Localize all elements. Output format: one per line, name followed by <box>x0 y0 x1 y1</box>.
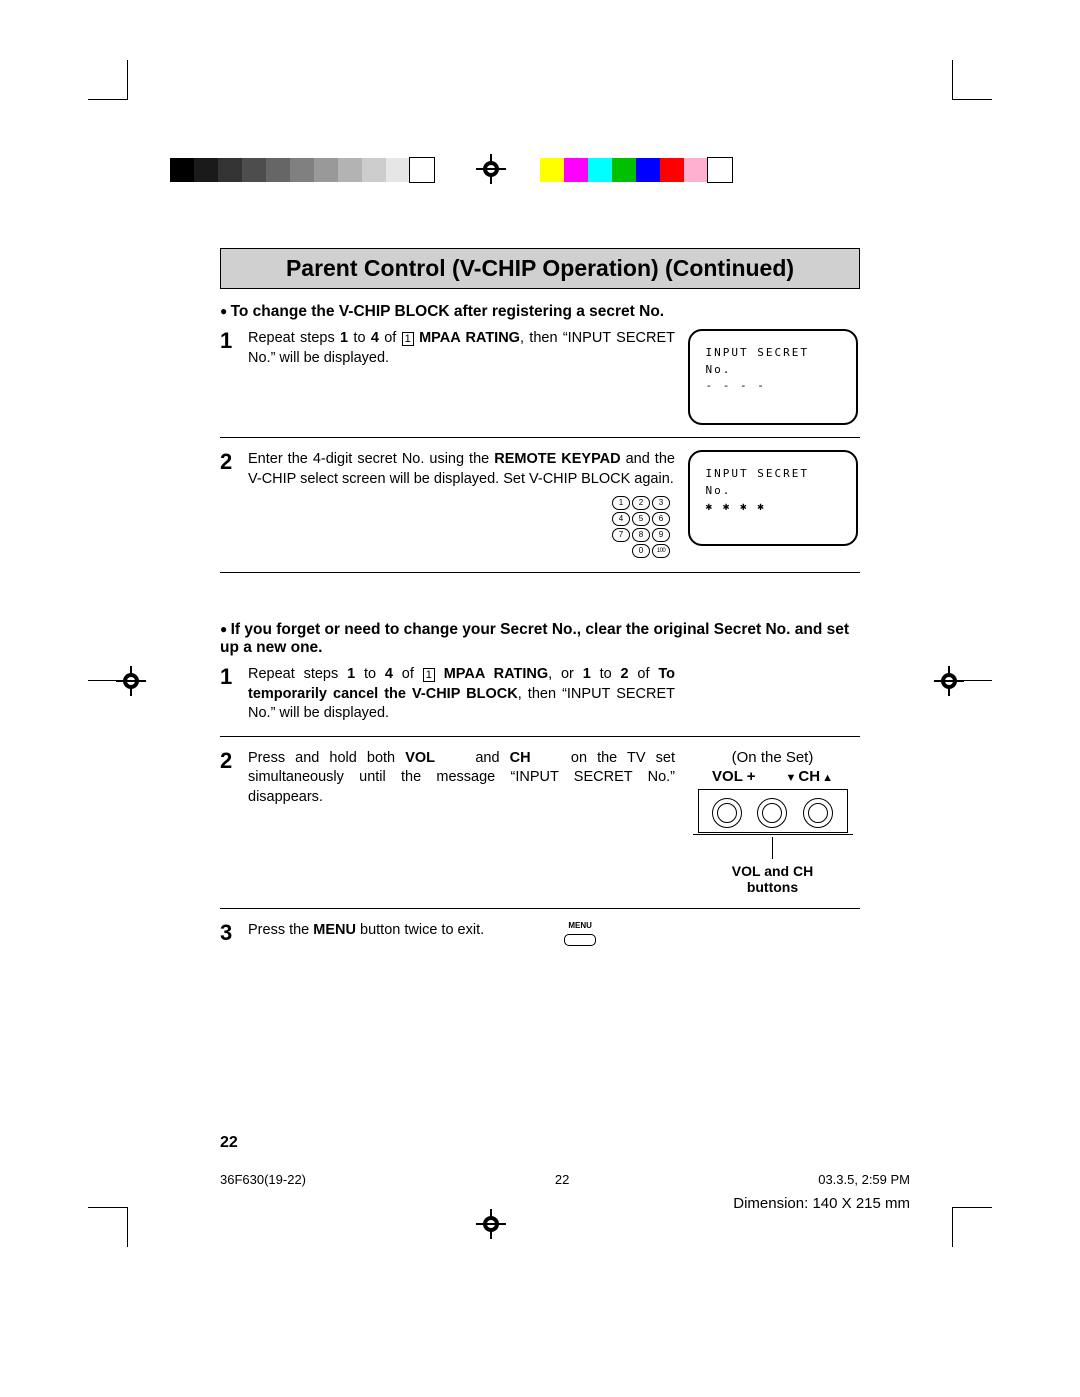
step-number: 1 <box>220 665 248 688</box>
menu-button-illustration: MENU <box>564 921 596 946</box>
colorbar-swatch <box>588 158 612 182</box>
registration-mark-icon <box>118 668 144 694</box>
keypad-key: 1 <box>612 496 630 510</box>
tv-screen-illustration: INPUT SECRET No. ✱ ✱ ✱ ✱ <box>688 450 858 546</box>
keypad-illustration: 123 456 7890100 <box>611 496 671 558</box>
colorbar-swatch <box>386 158 410 182</box>
crop-mark <box>952 1207 992 1247</box>
grayscale-colorbar <box>170 158 434 182</box>
keypad-key: 5 <box>632 512 650 526</box>
process-colorbar <box>540 158 732 182</box>
footer-line: 36F630(19-22) 22 03.3.5, 2:59 PM <box>220 1172 910 1187</box>
keypad-key: 9 <box>652 528 670 542</box>
tv-text: - - - - <box>706 378 840 395</box>
section1-step1: 1 Repeat steps 1 to 4 of 1 MPAA RATING, … <box>220 329 860 438</box>
section1-step2: 2 Enter the 4-digit secret No. using the… <box>220 450 860 573</box>
footer-page: 22 <box>555 1172 569 1187</box>
menu-button-icon <box>564 934 596 946</box>
section2-step2: 2 Press and hold both VOL and CH on the … <box>220 749 860 910</box>
colorbar-swatch <box>564 158 588 182</box>
knob-icon <box>712 798 742 828</box>
colorbar-swatch <box>612 158 636 182</box>
step-number: 2 <box>220 450 248 473</box>
registration-mark-icon <box>478 156 504 182</box>
colorbar-swatch <box>194 158 218 182</box>
menu-button-label: MENU <box>568 921 592 932</box>
footer-dimension: Dimension: 140 X 215 mm <box>733 1195 910 1212</box>
keypad-key: 4 <box>612 512 630 526</box>
colorbar-swatch <box>338 158 362 182</box>
colorbar-swatch <box>290 158 314 182</box>
tv-text: ✱ ✱ ✱ ✱ <box>706 499 840 516</box>
step-text: Press and hold both VOL and CH on the TV… <box>248 749 685 808</box>
colorbar-swatch <box>314 158 338 182</box>
colorbar-swatch <box>362 158 386 182</box>
crop-mark <box>952 60 992 100</box>
section2-step3: 3 Press the MENU button twice to exit. M… <box>220 921 860 958</box>
step-text: Enter the 4-digit secret No. using the R… <box>248 450 685 489</box>
tv-text: INPUT SECRET No. <box>706 345 840 378</box>
colorbar-swatch <box>218 158 242 182</box>
onset-label: (On the Set) <box>732 749 814 766</box>
vol-label: VOL + <box>712 768 756 785</box>
step-text: Repeat steps 1 to 4 of 1 MPAA RATING, th… <box>248 329 685 368</box>
tv-text: INPUT SECRET No. <box>706 466 840 499</box>
colorbar-swatch <box>242 158 266 182</box>
keypad-key: 7 <box>612 528 630 542</box>
registration-mark-icon <box>478 1211 504 1237</box>
content-column: Parent Control (V-CHIP Operation) (Conti… <box>220 248 860 970</box>
footer-date: 03.3.5, 2:59 PM <box>818 1172 910 1187</box>
pointer-line <box>772 837 773 859</box>
footer-file: 36F630(19-22) <box>220 1172 306 1187</box>
ch-label: CH <box>786 768 833 785</box>
colorbar-swatch <box>660 158 684 182</box>
step-number: 1 <box>220 329 248 352</box>
keypad-key: 100 <box>652 544 670 558</box>
keypad-key: 3 <box>652 496 670 510</box>
manual-page: Parent Control (V-CHIP Operation) (Conti… <box>0 0 1080 1397</box>
colorbar-swatch <box>540 158 564 182</box>
keypad-key: 2 <box>632 496 650 510</box>
section2-heading: If you forget or need to change your Sec… <box>220 621 860 657</box>
tv-screen-illustration: INPUT SECRET No. - - - - <box>688 329 858 425</box>
step-number: 3 <box>220 921 248 944</box>
registration-mark-icon <box>936 668 962 694</box>
colorbar-swatch <box>708 158 732 182</box>
step-number: 2 <box>220 749 248 772</box>
page-number: 22 <box>220 1134 238 1152</box>
crop-mark <box>88 60 128 100</box>
knob-icon <box>757 798 787 828</box>
colorbar-swatch <box>684 158 708 182</box>
colorbar-swatch <box>410 158 434 182</box>
step-text: Press the MENU button twice to exit. MEN… <box>248 921 860 946</box>
section1-heading: To change the V-CHIP BLOCK after registe… <box>220 303 860 321</box>
colorbar-swatch <box>266 158 290 182</box>
buttons-panel-icon <box>698 789 848 833</box>
keypad-key: 8 <box>632 528 650 542</box>
keypad-key: 6 <box>652 512 670 526</box>
tv-set-illustration: (On the Set) VOL + CH VOL and CH buttons <box>685 749 860 897</box>
colorbar-swatch <box>170 158 194 182</box>
colorbar-swatch <box>636 158 660 182</box>
step-text: Repeat steps 1 to 4 of 1 MPAA RATING, or… <box>248 665 860 724</box>
keypad-key: 0 <box>632 544 650 558</box>
page-title: Parent Control (V-CHIP Operation) (Conti… <box>220 248 860 289</box>
volch-caption: VOL and CH buttons <box>732 863 813 897</box>
knob-icon <box>803 798 833 828</box>
crop-mark <box>88 1207 128 1247</box>
section2-step1: 1 Repeat steps 1 to 4 of 1 MPAA RATING, … <box>220 665 860 737</box>
